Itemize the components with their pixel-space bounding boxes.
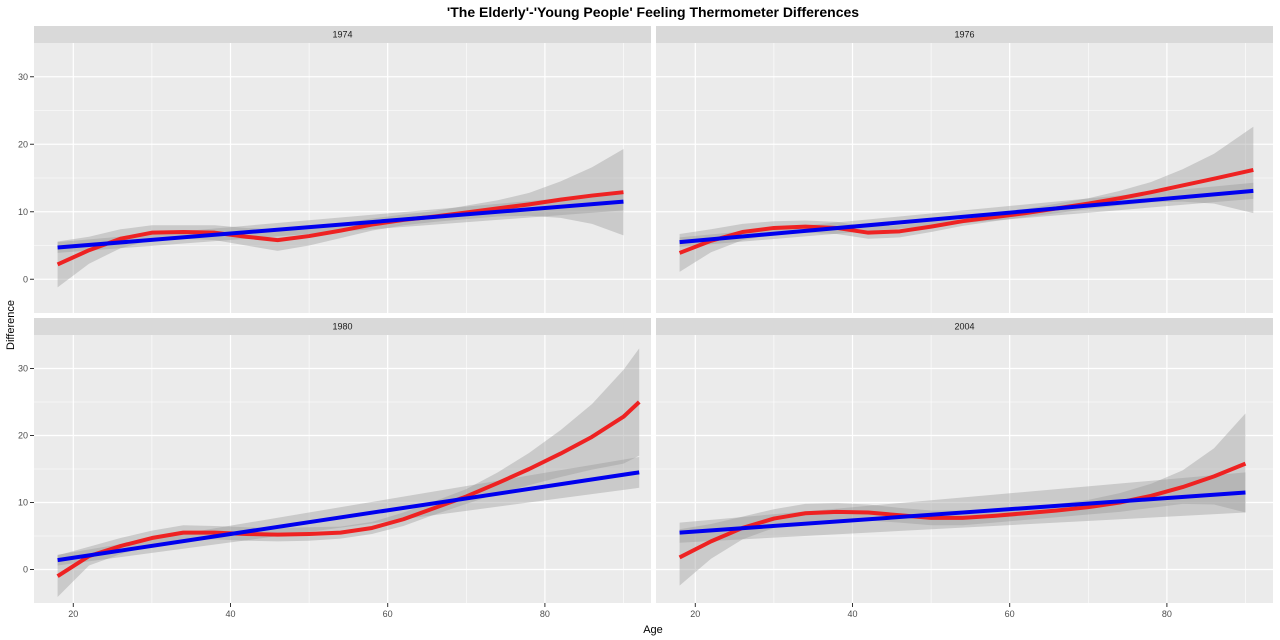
panel-gridlines xyxy=(656,43,1273,313)
panel-1974: 1974 xyxy=(34,26,651,313)
x-axis-title: Age xyxy=(643,624,663,636)
facet-strip xyxy=(656,318,1273,335)
x-tick-label: 40 xyxy=(847,609,857,619)
y-tick-label: 30 xyxy=(18,72,28,82)
facet-strip xyxy=(656,26,1273,43)
facet-strip-label: 1974 xyxy=(332,30,352,40)
y-axis-ticks-bottom-row: 0 10 20 30 xyxy=(18,364,34,575)
facet-strip-label: 2004 xyxy=(954,322,974,332)
facet-strip xyxy=(34,26,651,43)
panel-gridlines xyxy=(656,335,1273,603)
y-tick-label: 30 xyxy=(18,364,28,374)
x-tick-label: 80 xyxy=(1162,609,1172,619)
y-tick-label: 10 xyxy=(18,498,28,508)
facet-strip xyxy=(34,318,651,335)
y-tick-label: 0 xyxy=(23,565,28,575)
y-tick-label: 20 xyxy=(18,139,28,149)
loess-fit-line xyxy=(678,167,1254,255)
facet-strip-label: 1980 xyxy=(332,322,352,332)
loess-confidence-band xyxy=(57,348,640,597)
chart-title: 'The Elderly'-'Young People' Feeling The… xyxy=(447,4,859,20)
y-axis-ticks-top-row: 0 10 20 30 xyxy=(18,72,34,284)
loess-fit-line xyxy=(56,190,624,267)
panel-2004: 2004 xyxy=(656,318,1273,603)
x-axis-ticks-left-column: 20 40 60 80 xyxy=(68,603,550,619)
facet-strip-label: 1976 xyxy=(954,30,974,40)
linear-fit-line xyxy=(679,490,1246,535)
y-tick-label: 20 xyxy=(18,431,28,441)
linear-fit-line xyxy=(57,470,640,563)
linear-fit-line xyxy=(679,188,1254,245)
x-axis-ticks-right-column: 20 40 60 80 xyxy=(690,603,1172,619)
x-tick-label: 60 xyxy=(383,609,393,619)
panel-1980: 1980 xyxy=(34,318,651,603)
loess-fit-line xyxy=(56,400,641,578)
x-tick-label: 40 xyxy=(225,609,235,619)
panel-gridlines xyxy=(34,335,651,603)
x-tick-label: 20 xyxy=(68,609,78,619)
y-tick-label: 10 xyxy=(18,207,28,217)
y-axis-title: Difference xyxy=(5,300,17,350)
panel-gridlines xyxy=(34,43,651,313)
y-tick-label: 0 xyxy=(23,274,28,284)
x-tick-label: 20 xyxy=(690,609,700,619)
x-tick-label: 60 xyxy=(1005,609,1015,619)
panel-1976: 1976 xyxy=(656,26,1273,313)
x-tick-label: 80 xyxy=(540,609,550,619)
loess-fit-line xyxy=(678,461,1247,560)
linear-fit-line xyxy=(57,199,624,250)
linear-confidence-band xyxy=(679,472,1246,543)
